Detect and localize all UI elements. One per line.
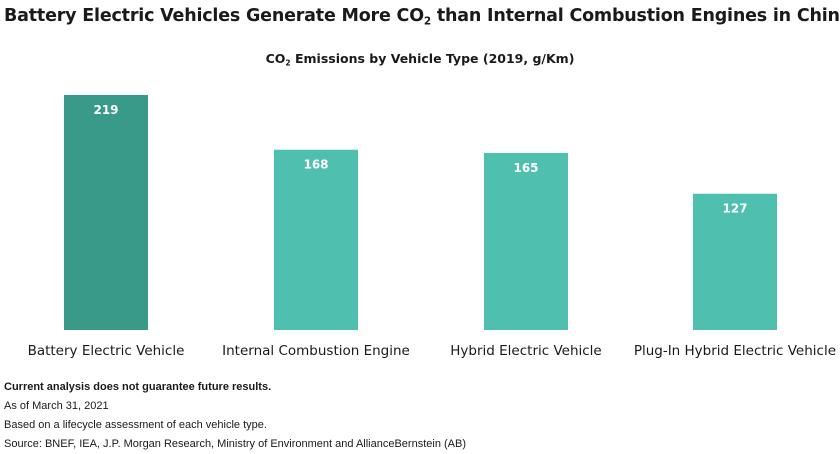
bar-value-label-4: 127 (722, 202, 747, 216)
disclaimer: Current analysis does not guarantee futu… (4, 381, 272, 393)
chart-title-subscript: 2 (285, 58, 291, 68)
as-of-date: As of March 31, 2021 (4, 400, 109, 412)
bar-chart: 219 Battery Electric Vehicle 168 Internal C… (28, 95, 836, 359)
bar-3 (484, 152, 568, 330)
chart-title-text: CO (265, 51, 286, 66)
chart-title: CO2 Emissions by Vehicle Type (2019, g/K… (0, 51, 840, 68)
category-label-2: Internal Combustion Engine (222, 343, 410, 359)
bar-4 (693, 193, 777, 330)
category-label-3: Hybrid Electric Vehicle (450, 343, 601, 359)
bar-2 (274, 149, 358, 330)
bar-value-label-2: 168 (303, 158, 328, 172)
title-text: Battery Electric Vehicles Generate More … (4, 6, 424, 26)
bar-value-label-3: 165 (513, 161, 538, 175)
category-label-4: Plug-In Hybrid Electric Vehicle (634, 343, 836, 359)
page-title: Battery Electric Vehicles Generate More … (4, 6, 840, 28)
bar-1 (64, 95, 148, 330)
category-label-1: Battery Electric Vehicle (28, 343, 185, 359)
source-note: Source: BNEF, IEA, J.P. Morgan Research,… (4, 438, 466, 450)
methodology-note: Based on a lifecycle assessment of each … (4, 419, 267, 431)
bar-value-label-1: 219 (93, 103, 118, 117)
title-subscript: 2 (423, 15, 431, 28)
title-text-end: than Internal Combustion Engines in Chin… (430, 6, 840, 26)
chart-title-text-end: Emissions by Vehicle Type (2019, g/Km) (290, 51, 575, 66)
footnotes: Current analysis does not guarantee futu… (4, 378, 466, 454)
